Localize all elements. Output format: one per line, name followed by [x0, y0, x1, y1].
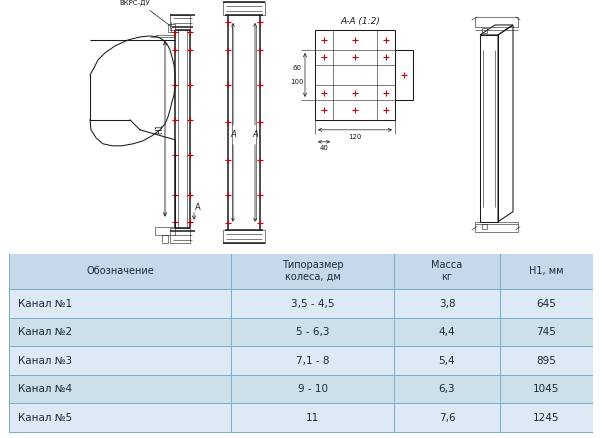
Bar: [223, 2, 265, 15]
Text: 6,3: 6,3: [439, 384, 455, 394]
Text: 745: 745: [536, 327, 556, 337]
Bar: [231, 290, 394, 318]
Text: Типоразмер
колеса, дм: Типоразмер колеса, дм: [282, 260, 344, 282]
Text: А: А: [230, 131, 236, 139]
Text: Канал №4: Канал №4: [18, 384, 72, 394]
Text: H1: H1: [155, 124, 164, 134]
Bar: [231, 252, 394, 290]
Text: 645: 645: [536, 299, 556, 308]
Text: 11: 11: [306, 413, 319, 423]
Bar: [231, 346, 394, 375]
Bar: [394, 346, 500, 375]
Text: 895: 895: [536, 356, 556, 366]
Text: Обозначение: Обозначение: [86, 266, 154, 276]
Bar: [500, 403, 593, 432]
Bar: [9, 375, 231, 403]
Text: 3,8: 3,8: [439, 299, 455, 308]
Text: 100: 100: [290, 79, 304, 85]
Text: Канал №5: Канал №5: [18, 413, 72, 423]
Text: 9 - 10: 9 - 10: [297, 384, 327, 394]
Bar: [394, 252, 500, 290]
Text: 4,4: 4,4: [439, 327, 455, 337]
Bar: [223, 230, 265, 243]
Bar: [315, 30, 395, 120]
Text: 40: 40: [320, 145, 329, 151]
Bar: [9, 403, 231, 432]
Text: 1245: 1245: [533, 413, 559, 423]
Bar: [500, 375, 593, 403]
Text: Канал №3: Канал №3: [18, 356, 72, 366]
Text: А-А (1:2): А-А (1:2): [340, 18, 380, 26]
Text: А: А: [252, 131, 258, 139]
Bar: [475, 222, 518, 232]
Bar: [500, 346, 593, 375]
Text: Вентилятор крышный
ВКРС-ДУ: Вентилятор крышный ВКРС-ДУ: [95, 0, 175, 26]
Bar: [231, 375, 394, 403]
Bar: [480, 35, 498, 222]
Bar: [394, 318, 500, 346]
Text: 7,6: 7,6: [439, 413, 455, 423]
Bar: [170, 228, 190, 243]
Bar: [394, 290, 500, 318]
Bar: [9, 346, 231, 375]
Bar: [482, 224, 487, 229]
Bar: [155, 227, 175, 235]
Bar: [394, 375, 500, 403]
Bar: [500, 252, 593, 290]
Text: 1045: 1045: [533, 384, 559, 394]
Text: H1, мм: H1, мм: [529, 266, 563, 276]
Bar: [475, 17, 518, 27]
Bar: [482, 28, 487, 33]
Bar: [9, 252, 231, 290]
Bar: [9, 318, 231, 346]
Bar: [168, 24, 175, 32]
Bar: [162, 235, 168, 243]
Text: A: A: [195, 203, 200, 212]
Text: 5 - 6,3: 5 - 6,3: [296, 327, 329, 337]
Bar: [9, 290, 231, 318]
Bar: [395, 50, 413, 100]
Text: Масса
кг: Масса кг: [432, 260, 462, 282]
Bar: [231, 403, 394, 432]
Bar: [231, 318, 394, 346]
Text: 7,1 - 8: 7,1 - 8: [296, 356, 329, 366]
Bar: [500, 318, 593, 346]
Text: 3,5 - 4,5: 3,5 - 4,5: [291, 299, 335, 308]
Text: Канал №1: Канал №1: [18, 299, 72, 308]
Text: 60: 60: [293, 65, 302, 71]
Text: 5,4: 5,4: [439, 356, 455, 366]
Bar: [500, 290, 593, 318]
Bar: [394, 403, 500, 432]
Text: Канал №2: Канал №2: [18, 327, 72, 337]
Bar: [170, 15, 190, 30]
Text: 120: 120: [349, 134, 362, 140]
